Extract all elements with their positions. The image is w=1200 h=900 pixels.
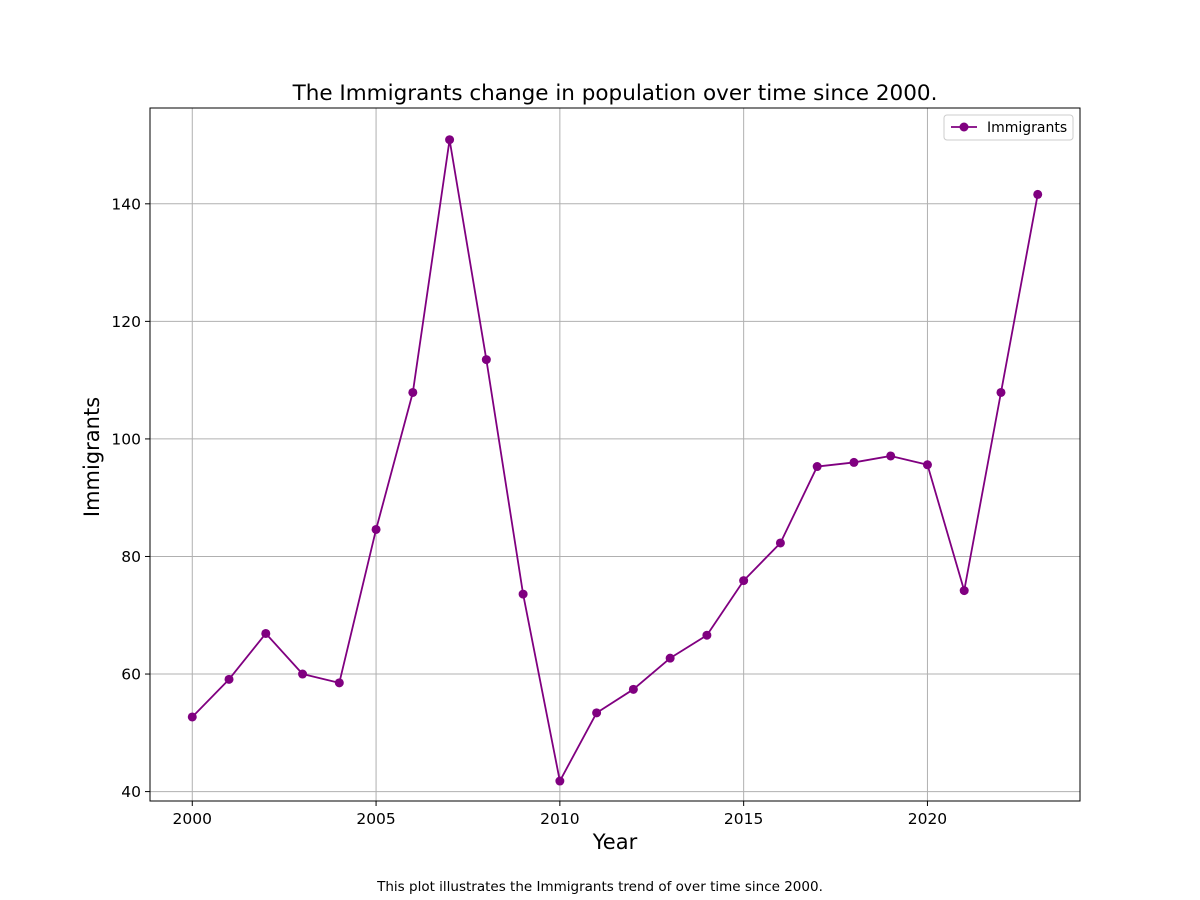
y-tick-label: 60 [121,666,141,684]
legend-box [943,114,1074,141]
series-layer [187,135,1043,786]
data-point [1033,189,1043,199]
legend: Immigrants [943,114,1074,141]
plot-frame [149,107,1081,802]
y-tick-label: 140 [111,195,141,213]
data-point [298,669,308,679]
data-point [628,684,638,694]
data-point [592,708,602,718]
data-point [371,524,381,534]
x-axis-label: Year [592,830,638,854]
data-point [996,387,1006,397]
chart-caption: This plot illustrates the Immigrants tre… [376,879,823,895]
data-point [959,586,969,596]
x-tick-label: 2020 [908,810,947,828]
plot-area: 2000 2005 2010 2015 2020 40 60 80 100 120 140 [111,107,1081,828]
plot-background [150,108,1080,801]
data-point [812,462,822,472]
y-tick-label: 100 [111,430,141,448]
legend-label: Immigrants [987,120,1067,136]
y-tick-label: 80 [121,548,141,566]
y-tick-label: 120 [111,313,141,331]
legend-marker [959,122,969,132]
data-point [334,678,344,688]
x-tick-label: 2005 [356,810,395,828]
data-point [886,451,896,461]
data-point [224,674,234,684]
data-point [408,387,418,397]
data-point [702,630,712,640]
data-point [922,460,932,470]
series-line [191,138,1039,782]
data-point [518,589,528,599]
data-point [187,712,197,722]
y-tick-label: 40 [121,783,141,801]
x-tick-label: 2000 [173,810,212,828]
data-point [555,776,565,786]
x-tick-label: 2015 [724,810,763,828]
data-point [849,457,859,467]
chart-title: The Immigrants change in population over… [292,81,938,106]
data-point [445,135,455,145]
y-axis-label: Immigrants [80,397,104,517]
y-axis-ticks: 40 60 80 100 120 140 [111,195,150,801]
data-point [775,538,785,548]
data-point [739,576,749,586]
data-point [665,653,675,663]
data-point [481,355,491,365]
data-point [261,628,271,638]
grid-lines [150,108,1080,801]
x-tick-label: 2010 [540,810,579,828]
x-axis-ticks: 2000 2005 2010 2015 2020 [173,801,947,828]
